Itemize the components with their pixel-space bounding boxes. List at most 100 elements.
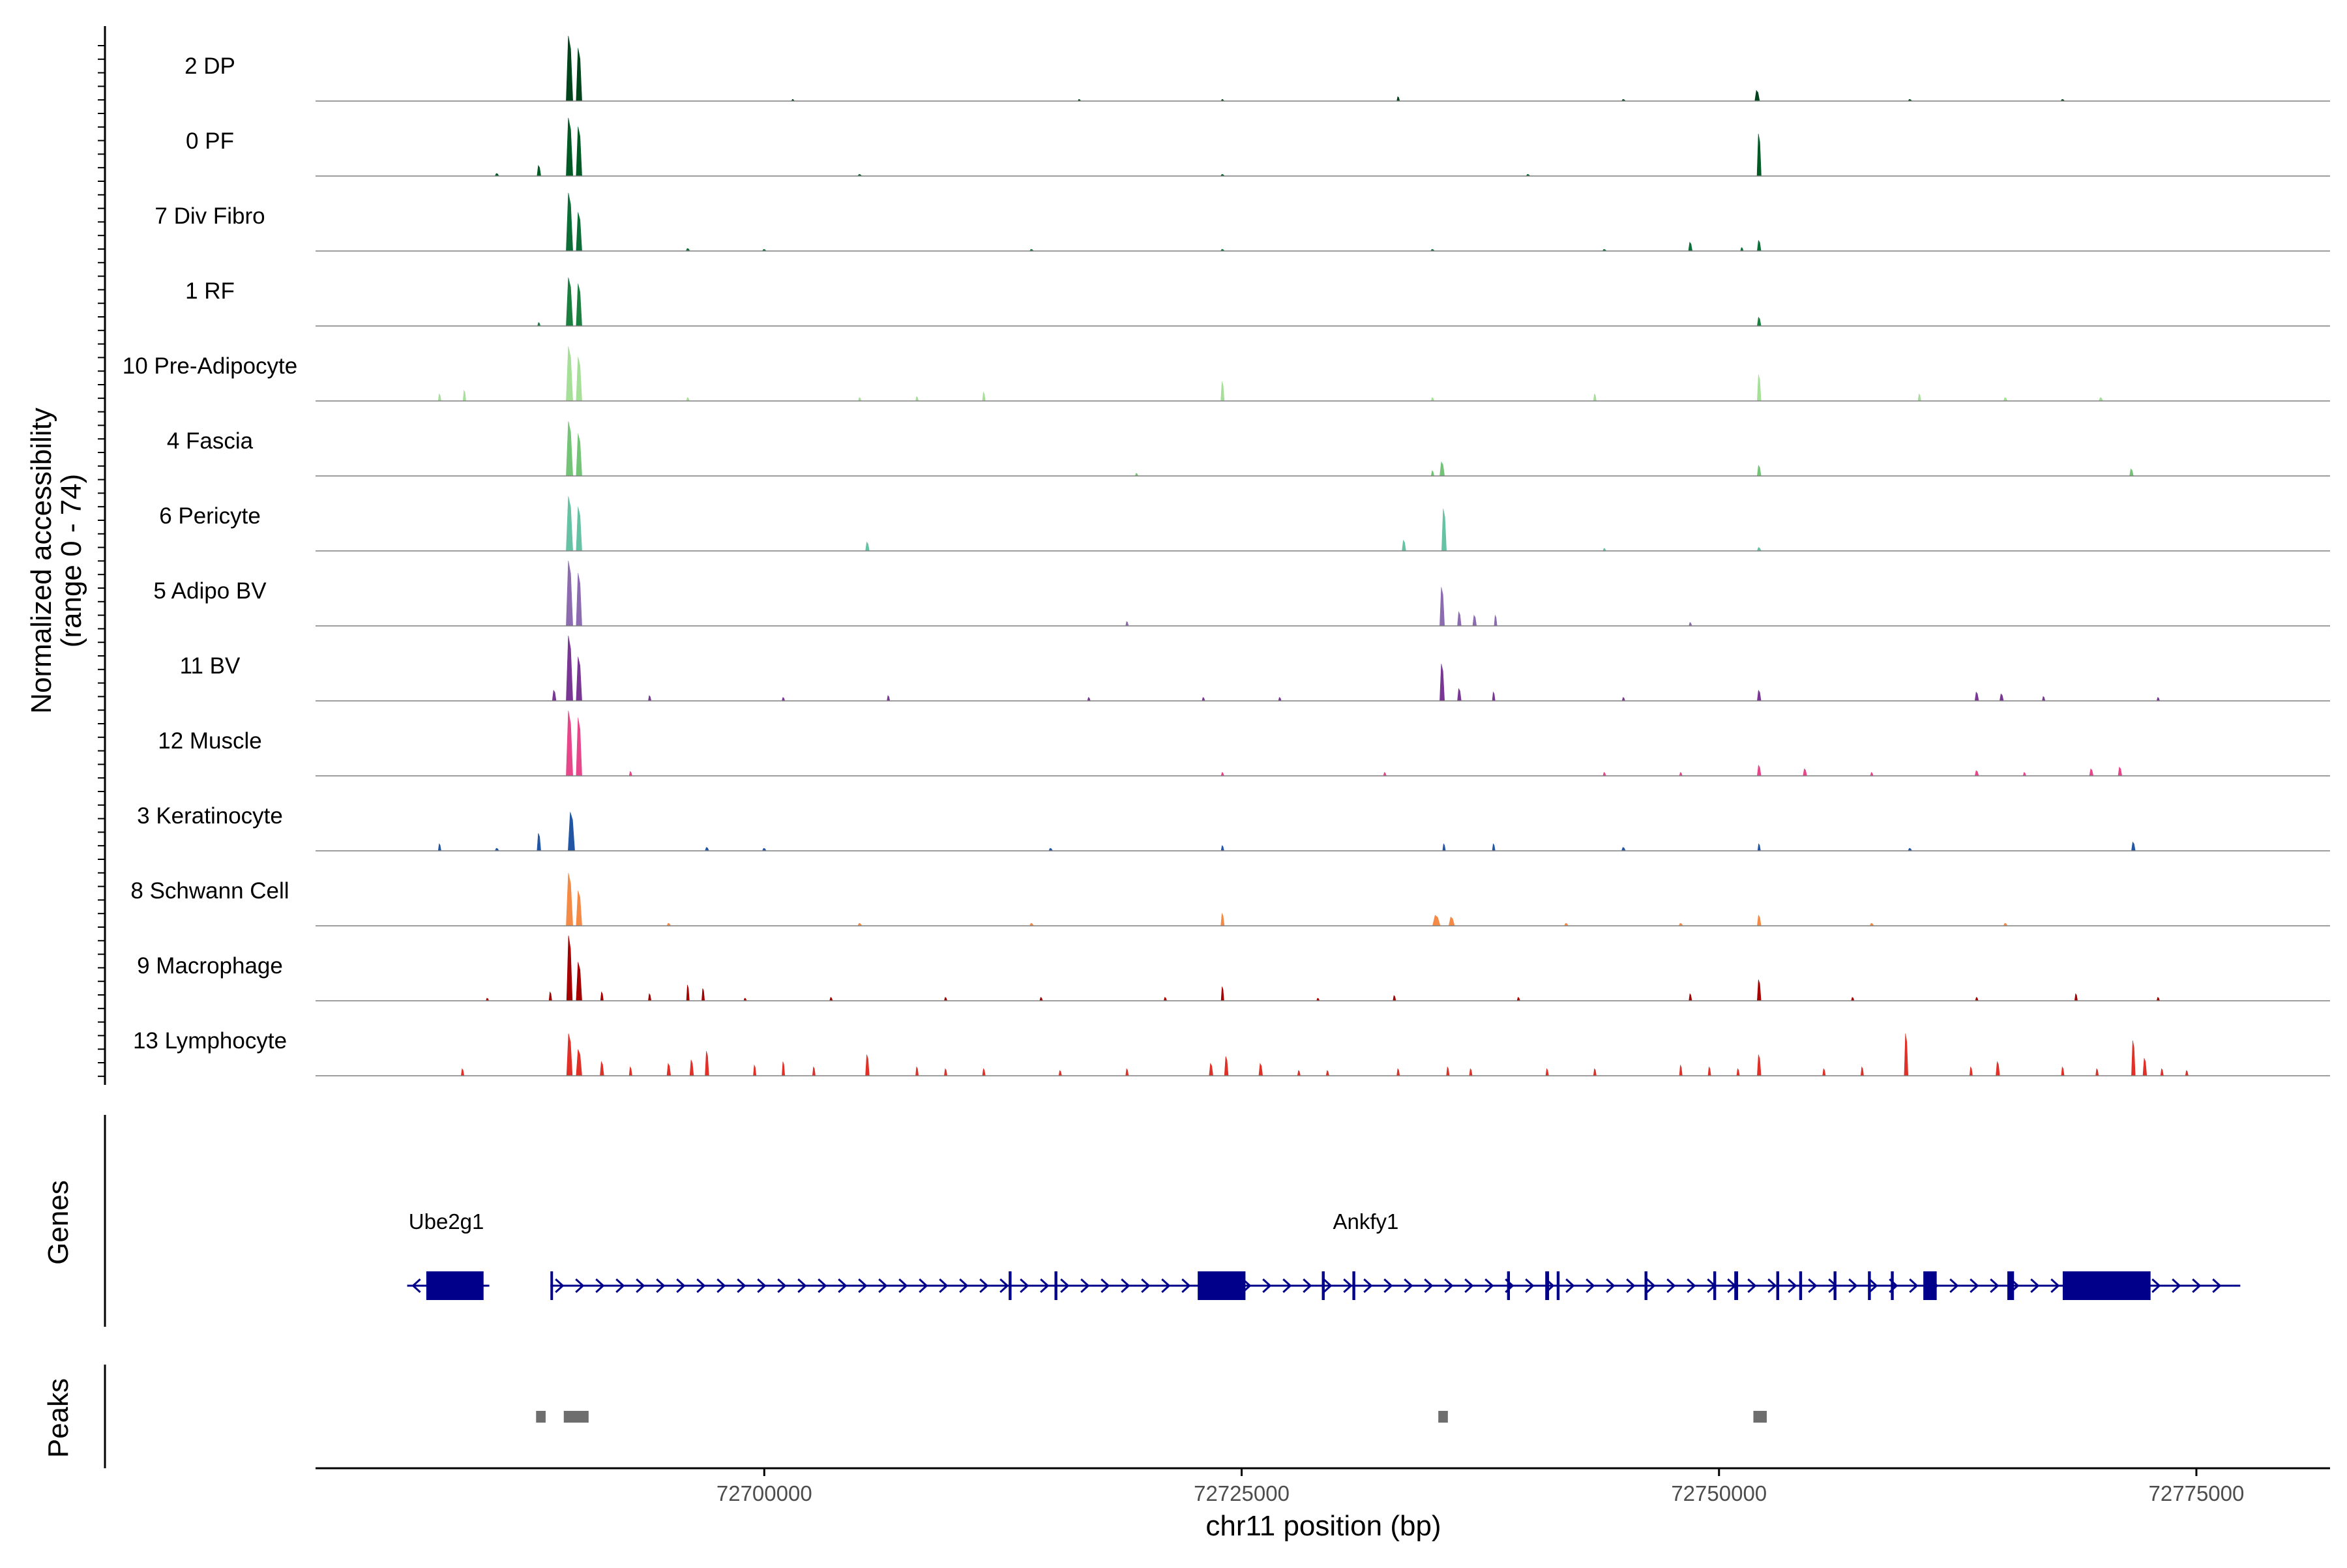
- coverage-peak: [829, 997, 833, 1001]
- coverage-peak: [600, 1061, 604, 1076]
- gene-exon: [1713, 1271, 1717, 1300]
- coverage-peak: [982, 1068, 986, 1076]
- track-label: 2 DP: [185, 53, 235, 79]
- coverage-peak: [1442, 843, 1446, 851]
- coverage-peak: [1258, 1063, 1263, 1076]
- gene-exon: [2007, 1271, 2015, 1300]
- coverage-peak: [1278, 697, 1282, 702]
- strand-chevron: [1848, 1278, 1858, 1294]
- track-label: 7 Div Fibro: [155, 203, 265, 229]
- coverage-peak: [566, 35, 573, 102]
- coverage-peak: [2160, 1068, 2164, 1076]
- strand-chevron: [757, 1278, 767, 1294]
- gene-exon: [1507, 1271, 1511, 1300]
- gene-exon: [1776, 1271, 1780, 1300]
- coverage-peak: [865, 1054, 870, 1076]
- strand-chevron: [2212, 1278, 2222, 1294]
- track-1-rf: 1 RF: [185, 277, 2330, 327]
- strand-chevron: [999, 1278, 1009, 1294]
- coverage-peak: [943, 1068, 948, 1076]
- track-13-lymphocyte: 13 Lymphocyte: [133, 1028, 2330, 1076]
- coverage-peak: [1396, 1068, 1400, 1076]
- coverage-peak: [566, 1033, 573, 1076]
- strand-chevron: [1464, 1278, 1474, 1294]
- gene-exon: [1556, 1271, 1560, 1300]
- strand-chevron: [595, 1278, 605, 1294]
- coverage-peak: [552, 689, 557, 702]
- coverage-peak: [1432, 915, 1441, 926]
- coverage-peak: [1430, 470, 1434, 477]
- track-3-keratinocyte: 3 Keratinocyte: [137, 803, 2330, 851]
- coverage-peak: [576, 212, 582, 252]
- coverage-peak: [2061, 1066, 2065, 1076]
- coverage-peak: [2003, 397, 2008, 402]
- coverage-peak: [1492, 691, 1496, 702]
- coverage-peak: [566, 346, 573, 402]
- x-axis-label: chr11 position (bp): [1205, 1510, 1441, 1542]
- y-axis: [98, 26, 106, 1085]
- strand-chevron: [838, 1278, 848, 1294]
- gene-label: Ankfy1: [1333, 1209, 1398, 1234]
- coverage-peak: [1974, 770, 1979, 777]
- coverage-peak: [982, 391, 986, 402]
- track-12-muscle: 12 Muscle: [158, 710, 2330, 777]
- coverage-peak: [782, 697, 786, 702]
- coverage-peak: [566, 277, 573, 327]
- coverage-peak: [1756, 689, 1762, 702]
- coverage-peak: [1975, 997, 1979, 1001]
- track-label: 13 Lymphocyte: [133, 1028, 287, 1054]
- gene-ankfy1: Ankfy1: [550, 1209, 2241, 1300]
- coverage-peak: [1430, 397, 1435, 402]
- track-label: 4 Fascia: [167, 428, 254, 454]
- track-label: 3 Keratinocyte: [137, 803, 283, 829]
- coverage-peak: [566, 421, 573, 477]
- strand-chevron: [858, 1278, 868, 1294]
- strand-chevron: [1909, 1278, 1919, 1294]
- coverage-peak: [576, 962, 582, 1001]
- coverage-peak: [1220, 912, 1225, 926]
- strand-chevron: [1282, 1278, 1292, 1294]
- strand-chevron: [1767, 1278, 1777, 1294]
- coverage-peak: [1757, 374, 1762, 402]
- coverage-peak: [1904, 1033, 1909, 1076]
- coverage-peak: [2142, 1058, 2148, 1076]
- coverage-peak: [1593, 393, 1597, 402]
- coverage-peak: [1754, 90, 1760, 102]
- track-6-pericyte: 6 Pericyte: [159, 496, 2330, 552]
- strand-chevron: [1020, 1278, 1029, 1294]
- strand-chevron: [1970, 1278, 1979, 1294]
- gene-exon: [426, 1271, 484, 1300]
- coverage-peak: [1439, 664, 1445, 702]
- gene-track: Ube2g1 Ankfy1: [104, 1115, 2241, 1327]
- strand-chevron: [1808, 1278, 1818, 1294]
- y-axis-label-line1: Normalized accessibility: [25, 407, 57, 713]
- track-label: 6 Pericyte: [159, 503, 261, 529]
- coverage-peak: [576, 434, 582, 477]
- coverage-peak: [576, 890, 582, 926]
- track-label: 5 Adipo BV: [153, 578, 267, 604]
- strand-chevron: [1161, 1278, 1171, 1294]
- peak-region: [1753, 1411, 1767, 1423]
- track-11-bv: 11 BV: [180, 635, 2330, 702]
- track-10-pre-adipocyte: 10 Pre-Adipocyte: [123, 346, 2330, 402]
- coverage-peak: [1996, 1061, 2000, 1076]
- strand-chevron: [636, 1278, 645, 1294]
- track-5-adipo-bv: 5 Adipo BV: [153, 560, 2330, 627]
- coverage-peak: [1756, 764, 1762, 777]
- coverage-peak: [1087, 697, 1091, 702]
- strand-chevron: [1262, 1278, 1272, 1294]
- strand-chevron: [959, 1278, 969, 1294]
- coverage-peak: [1870, 772, 1874, 777]
- strand-chevron: [939, 1278, 949, 1294]
- peak-region: [1438, 1411, 1448, 1423]
- coverage-peak: [568, 812, 575, 851]
- strand-chevron: [656, 1278, 666, 1294]
- gene-exon: [1644, 1271, 1647, 1300]
- gene-exon: [1545, 1271, 1550, 1300]
- coverage-peak: [1209, 1063, 1213, 1076]
- strand-chevron: [676, 1278, 686, 1294]
- coverage-peak: [1822, 1068, 1826, 1076]
- coverage-peak: [462, 389, 466, 402]
